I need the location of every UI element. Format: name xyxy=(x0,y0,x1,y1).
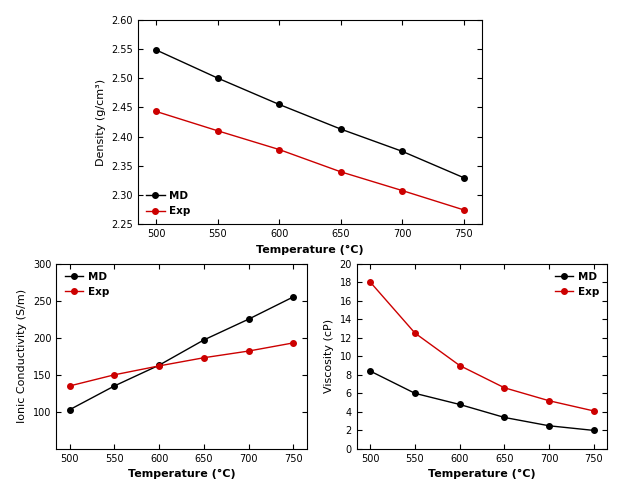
Exp xyxy=(501,385,508,391)
Legend: MD, Exp: MD, Exp xyxy=(143,188,193,219)
MD xyxy=(111,383,118,389)
Line: Exp: Exp xyxy=(153,109,466,213)
MD xyxy=(214,75,222,81)
Line: Exp: Exp xyxy=(67,340,296,388)
MD xyxy=(456,402,463,407)
MD xyxy=(398,148,406,154)
Exp xyxy=(590,408,598,414)
Exp xyxy=(456,363,463,368)
MD xyxy=(460,175,468,181)
MD xyxy=(275,102,283,107)
MD xyxy=(245,316,252,322)
MD xyxy=(337,126,344,132)
Exp xyxy=(214,128,222,134)
Exp xyxy=(66,383,73,389)
MD xyxy=(545,423,553,428)
Y-axis label: Ionic Conductivity (S/m): Ionic Conductivity (S/m) xyxy=(18,289,28,423)
X-axis label: Temperature (°C): Temperature (°C) xyxy=(256,245,364,255)
Line: MD: MD xyxy=(367,368,597,433)
Legend: MD, Exp: MD, Exp xyxy=(552,269,602,300)
MD xyxy=(152,47,160,53)
Y-axis label: Viscosity (cP): Viscosity (cP) xyxy=(324,319,334,393)
Exp xyxy=(290,340,297,346)
MD xyxy=(290,294,297,300)
Exp xyxy=(245,348,252,354)
Exp xyxy=(337,169,344,175)
MD xyxy=(366,368,374,374)
Exp xyxy=(111,372,118,378)
Line: MD: MD xyxy=(153,47,466,181)
MD xyxy=(66,407,73,412)
Exp xyxy=(460,207,468,213)
X-axis label: Temperature (°C): Temperature (°C) xyxy=(428,469,536,479)
X-axis label: Temperature (°C): Temperature (°C) xyxy=(128,469,235,479)
Legend: MD, Exp: MD, Exp xyxy=(61,269,112,300)
MD xyxy=(200,337,208,343)
Exp xyxy=(200,355,208,361)
Exp xyxy=(275,146,283,152)
Exp xyxy=(398,187,406,193)
Exp xyxy=(366,279,374,285)
Line: MD: MD xyxy=(67,294,296,412)
MD xyxy=(590,427,598,433)
MD xyxy=(501,414,508,420)
Line: Exp: Exp xyxy=(367,279,597,414)
Exp xyxy=(152,108,160,114)
Y-axis label: Density (g/cm³): Density (g/cm³) xyxy=(96,79,106,165)
MD xyxy=(411,390,419,396)
Exp xyxy=(545,398,553,404)
Exp xyxy=(411,330,419,336)
MD xyxy=(155,362,163,368)
Exp xyxy=(155,363,163,369)
